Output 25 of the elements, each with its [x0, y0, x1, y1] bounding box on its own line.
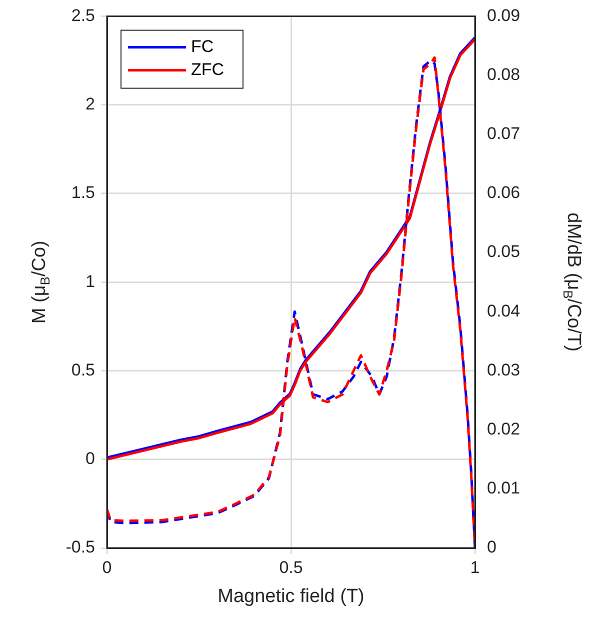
y2-tick-label: 0.08 [487, 64, 520, 84]
y2-tick-label: 0.01 [487, 478, 520, 498]
x-tick-label: 0 [102, 558, 112, 577]
y2-tick-label: 0.05 [487, 242, 520, 262]
y2-tick-label: 0.02 [487, 420, 520, 439]
y2-tick-label: 0 [487, 538, 496, 557]
y-tick-label: 2.5 [71, 6, 95, 25]
y2-tick-label: 0.03 [487, 360, 520, 380]
y2-tick-label: 0.06 [487, 183, 520, 202]
y2-tick-label: 0.09 [487, 6, 520, 25]
y-axis-title: M (μB/Co) [29, 240, 53, 324]
y2-tick-label: 0.07 [487, 124, 520, 144]
legend-label: ZFC [191, 60, 224, 79]
y-tick-label: 0 [86, 449, 95, 468]
y-tick-label: 1 [86, 272, 95, 291]
y2-tick-label: 0.04 [487, 301, 520, 320]
y-tick-label: 1.5 [71, 183, 95, 202]
x-tick-label: 0.5 [279, 558, 303, 577]
y2-axis-title: dM/dB (μB/Co/T) [560, 212, 584, 352]
x-tick-label: 1 [470, 558, 480, 577]
y-tick-label: 2 [86, 94, 95, 114]
legend-label: FC [191, 36, 214, 56]
y-tick-label: 0.5 [71, 360, 95, 380]
y-tick-label: -0.5 [66, 538, 95, 557]
x-axis-title: Magnetic field (T) [218, 586, 364, 608]
